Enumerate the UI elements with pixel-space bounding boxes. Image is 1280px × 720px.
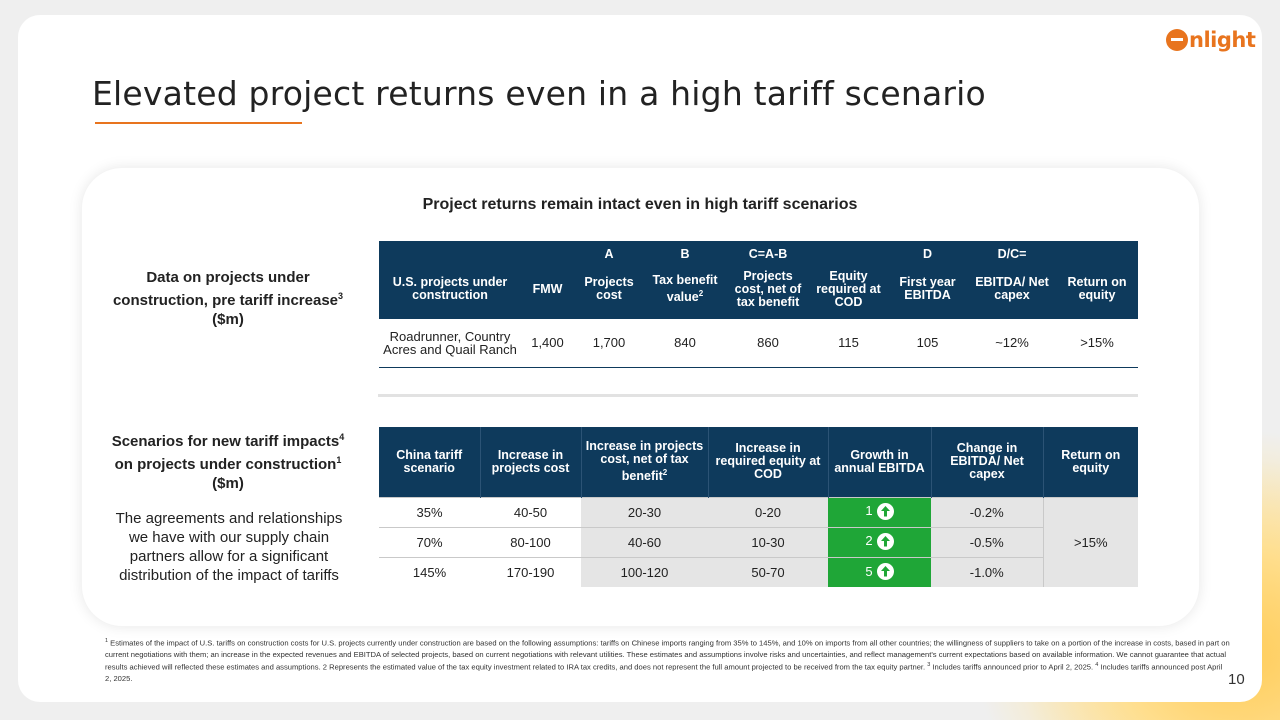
cell-scenario: 145%	[379, 556, 480, 587]
col-header: First year EBITDA	[887, 263, 968, 319]
section2-note: The agreements and relationships we have…	[115, 510, 343, 584]
table-header-row: China tariff scenario Increase in projec…	[379, 427, 1138, 497]
cell-equity: 50-70	[708, 556, 828, 587]
page-title: Elevated project returns even in a high …	[92, 74, 986, 113]
growth-value: 1	[865, 503, 873, 519]
cell-equity: 115	[810, 319, 887, 368]
col-header: Return on equity	[1056, 263, 1138, 319]
section2-label-sup: 1	[336, 455, 342, 465]
cell-cost: 170-190	[480, 556, 581, 587]
cell-growth: 5	[828, 556, 931, 587]
col-header: Projects cost, net of tax benefit	[726, 263, 810, 319]
cell-scenario: 70%	[379, 526, 480, 557]
section2-label: Scenarios for new tariff impacts4 on pro…	[108, 428, 348, 493]
section1-label-sup: 3	[338, 291, 344, 301]
cell-change: -0.2%	[931, 496, 1043, 527]
section2-label-sup: 4	[339, 432, 345, 442]
table-header-row: U.S. projects under construction FMW Pro…	[379, 263, 1138, 319]
projects-table: A B C=A-B D D/C= U.S. projects under con…	[379, 241, 1138, 368]
cell-projects: Roadrunner, Country Acres and Quail Ranc…	[379, 319, 521, 368]
growth-value: 5	[865, 563, 873, 579]
letter-cell	[1056, 241, 1138, 263]
arrow-up-icon	[876, 562, 894, 580]
letter-cell	[810, 241, 887, 263]
letter-cell: C=A-B	[726, 241, 810, 263]
letter-cell: A	[574, 241, 644, 263]
col-header: EBITDA/ Net capex	[968, 263, 1056, 319]
growth-value: 2	[865, 533, 873, 549]
cell-equity: 10-30	[708, 526, 828, 557]
col-header-sup: 2	[698, 288, 704, 298]
letter-cell: B	[644, 241, 726, 263]
cell-scenario: 35%	[379, 496, 480, 527]
cell-ratio: ~12%	[968, 319, 1056, 368]
table-row: 145% 170-190 100-120 50-70 5 -1.0%	[379, 556, 1138, 587]
table-letter-row: A B C=A-B D D/C=	[379, 241, 1138, 263]
cell-net: 100-120	[581, 556, 708, 587]
card-subtitle: Project returns remain intact even in hi…	[422, 196, 858, 213]
col-header-text: Increase in projects cost, net of tax be…	[585, 439, 704, 484]
letter-cell	[379, 241, 521, 263]
col-header: Growth in annual EBITDA	[828, 427, 932, 497]
cell-equity: 0-20	[708, 496, 828, 527]
col-header-net: Increase in projects cost, net of tax be…	[581, 427, 709, 497]
letter-cell: D/C=	[968, 241, 1056, 263]
section1-label-text: Data on projects under construction, pre…	[112, 269, 339, 309]
cell-return: >15%	[1056, 319, 1138, 368]
cell-growth: 2	[828, 526, 931, 557]
table-row: 35% 40-50 20-30 0-20 1 -0.2% >15%	[379, 496, 1138, 587]
arrow-up-icon	[876, 532, 894, 550]
col-header: Return on equity	[1043, 427, 1138, 497]
footnote-text: Includes tariffs announced prior to Apri…	[930, 662, 1096, 672]
section-divider	[378, 394, 1138, 397]
footnote: 1 Estimates of the impact of U.S. tariff…	[105, 636, 1230, 684]
cell-cost: 40-50	[480, 496, 581, 527]
col-header-text: Tax benefit value	[652, 272, 718, 305]
col-header: Increase in required equity at COD	[708, 427, 829, 497]
cell-fmw: 1,400	[521, 319, 574, 368]
table-row: 70% 80-100 40-60 10-30 2 -0.5%	[379, 526, 1138, 557]
section1-label: Data on projects under construction, pre…	[108, 268, 348, 329]
letter-cell: D	[887, 241, 968, 263]
cell-cost: 80-100	[480, 526, 581, 557]
col-header-tax: Tax benefit value2	[644, 263, 726, 319]
footnote-text: Estimates of the impact of U.S. tariffs …	[105, 638, 1230, 672]
col-header: China tariff scenario	[379, 427, 481, 497]
table-row: Roadrunner, Country Acres and Quail Ranc…	[379, 319, 1138, 368]
cell-net: 40-60	[581, 526, 708, 557]
cell-change: -0.5%	[931, 526, 1043, 557]
footnote-text: Includes tariffs announced post April 2,…	[105, 662, 1223, 683]
footnote-sup: 3	[927, 661, 931, 668]
scenarios-table: China tariff scenario Increase in projec…	[379, 427, 1138, 587]
footnote-sup: 1	[105, 638, 109, 644]
section2-label-text: Scenarios for new tariff impacts	[111, 433, 340, 450]
col-header: U.S. projects under construction	[379, 263, 521, 319]
cell-net: 20-30	[581, 496, 708, 527]
page-number: 10	[1228, 671, 1245, 688]
section2-label-suffix: ($m)	[212, 475, 244, 492]
cell-change: -1.0%	[931, 556, 1043, 587]
col-header-sup: 2	[662, 468, 668, 478]
cell-tax: 840	[644, 319, 726, 368]
logo-text: nlight	[1189, 28, 1256, 52]
col-header: FMW	[521, 263, 574, 319]
logo-e-mark	[1166, 29, 1188, 51]
footnote-sup: 4	[1095, 661, 1099, 668]
letter-cell	[521, 241, 574, 263]
cell-net: 860	[726, 319, 810, 368]
cell-cost: 1,700	[574, 319, 644, 368]
enlight-logo: nlight	[1166, 26, 1256, 54]
col-header: Increase in projects cost	[480, 427, 582, 497]
title-underline	[95, 122, 302, 124]
col-header: Projects cost	[574, 263, 644, 319]
col-header: Change in EBITDA/ Net capex	[931, 427, 1044, 497]
cell-growth: 1	[828, 496, 931, 527]
cell-ebitda: 105	[887, 319, 968, 368]
cell-return: >15%	[1042, 496, 1138, 587]
arrow-up-icon	[876, 502, 894, 520]
col-header: Equity required at COD	[810, 263, 887, 319]
section2-label-mid: on projects under construction	[114, 456, 337, 473]
section1-label-suffix: ($m)	[212, 311, 244, 328]
